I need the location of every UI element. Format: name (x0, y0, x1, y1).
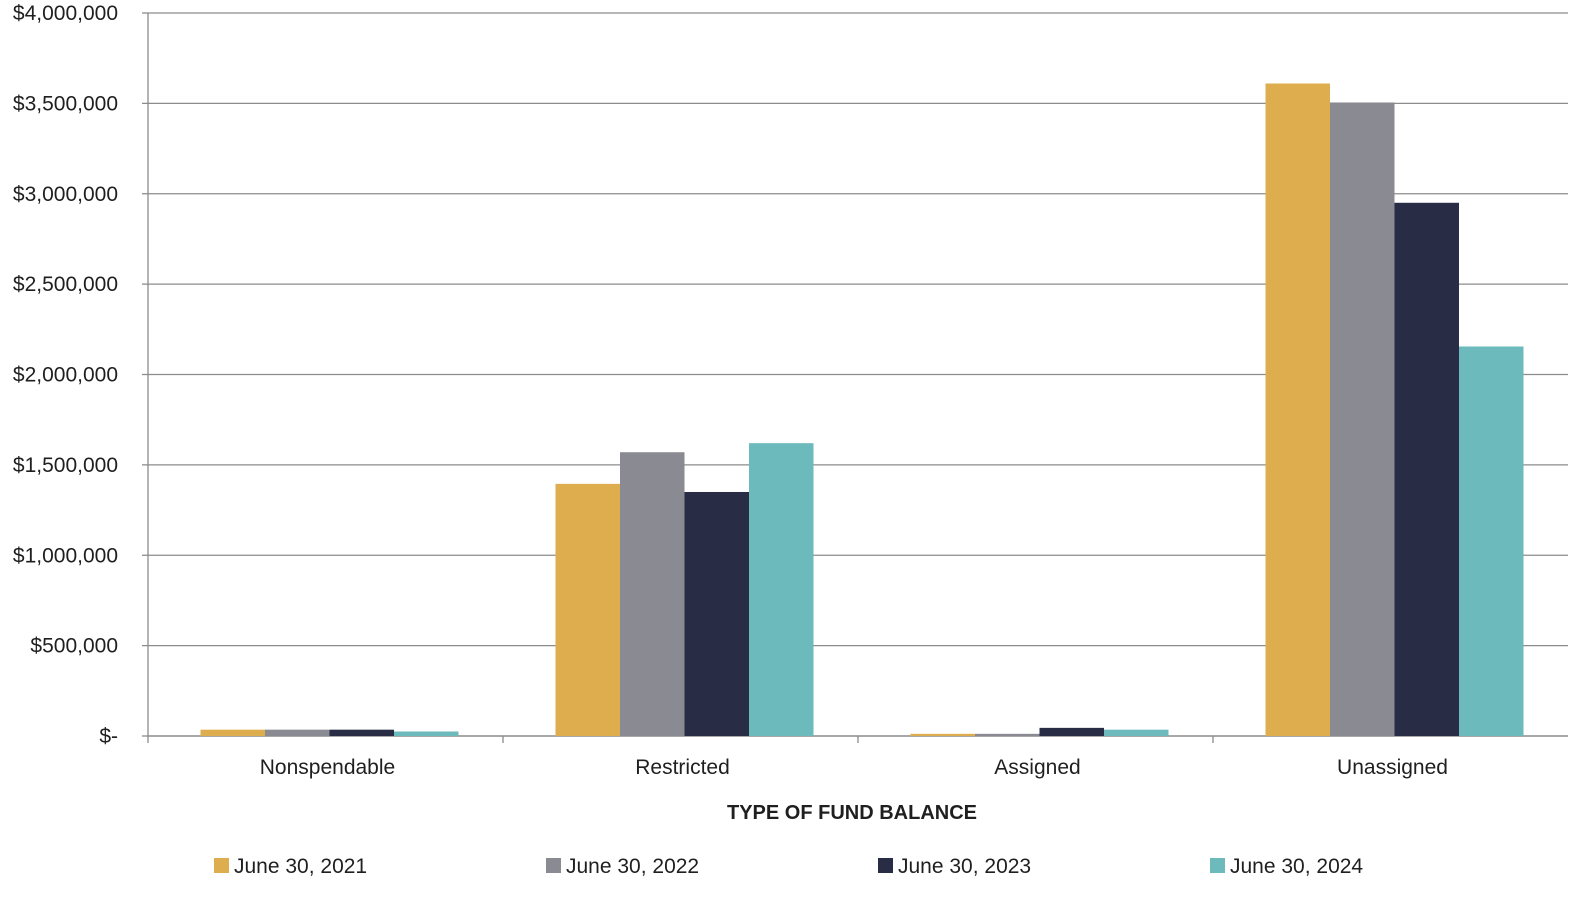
legend-label: June 30, 2022 (566, 855, 699, 878)
y-tick-label: $2,500,000 (13, 273, 118, 296)
bar-nonspendable-1 (200, 729, 265, 736)
y-tick-label: $500,000 (30, 635, 118, 658)
bar-nonspendable-4 (394, 731, 459, 736)
bar-unassigned-1 (1265, 83, 1330, 737)
legend-swatch (878, 858, 893, 873)
bar-assigned-2 (975, 733, 1040, 736)
y-tick-label: $2,000,000 (13, 364, 118, 387)
y-tick-label: $1,500,000 (13, 454, 118, 477)
bar-restricted-4 (749, 443, 814, 736)
legend-swatch (1210, 858, 1225, 873)
legend-item: June 30, 2022 (546, 855, 699, 878)
bar-restricted-1 (555, 483, 620, 736)
bar-assigned-4 (1104, 729, 1169, 736)
y-tick-label: $3,000,000 (13, 183, 118, 206)
x-category-label: Assigned (994, 756, 1080, 779)
x-axis-categories: Nonspendable Restricted Assigned Unassigned (260, 756, 1448, 779)
bar-assigned-1 (910, 733, 975, 736)
x-category-label: Restricted (635, 756, 730, 779)
legend: June 30, 2021 June 30, 2022 June 30, 2023 J… (214, 855, 1363, 878)
bar-restricted-2 (620, 452, 685, 736)
bar-restricted-3 (684, 491, 749, 736)
y-tick-label: $3,500,000 (13, 92, 118, 115)
legend-item: June 30, 2023 (878, 855, 1031, 878)
x-category-label: Nonspendable (260, 756, 395, 779)
x-axis-title: TYPE OF FUND BALANCE (727, 802, 977, 824)
bar-nonspendable-2 (265, 729, 330, 736)
bar-unassigned-3 (1394, 202, 1459, 737)
bars (200, 83, 1524, 737)
legend-swatch (214, 858, 229, 873)
legend-label: June 30, 2021 (234, 855, 367, 878)
bar-unassigned-4 (1459, 346, 1524, 736)
gridlines (148, 12, 1568, 647)
bar-assigned-3 (1039, 727, 1104, 736)
legend-item: June 30, 2024 (1210, 855, 1363, 878)
y-tick-label: $4,000,000 (13, 2, 118, 25)
y-tick-label: $- (99, 725, 118, 748)
bar-unassigned-2 (1330, 102, 1395, 736)
bar-nonspendable-3 (329, 729, 394, 736)
y-axis-ticks: $- $500,000 $1,000,000 $1,500,000 $2,000,000… (13, 2, 148, 748)
x-category-label: Unassigned (1337, 756, 1448, 779)
legend-item: June 30, 2021 (214, 855, 367, 878)
legend-label: June 30, 2024 (1230, 855, 1363, 878)
legend-swatch (546, 858, 561, 873)
legend-label: June 30, 2023 (898, 855, 1031, 878)
y-tick-label: $1,000,000 (13, 544, 118, 567)
